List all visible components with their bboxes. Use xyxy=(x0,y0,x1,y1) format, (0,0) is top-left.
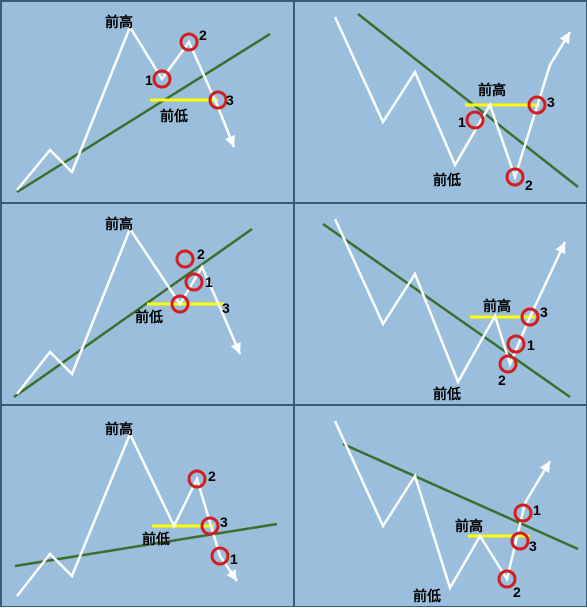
point-number: 2 xyxy=(513,584,521,600)
point-number: 2 xyxy=(498,372,506,388)
point-number: 1 xyxy=(458,114,466,130)
point-number: 3 xyxy=(222,300,230,316)
point-number: 2 xyxy=(525,177,533,193)
pattern-cell-4: 1 2 3 前高前低 xyxy=(1,405,294,607)
point-number: 1 xyxy=(527,337,535,353)
point-number: 1 xyxy=(533,502,541,518)
point-number: 3 xyxy=(226,92,234,108)
pattern-cell-2: 312 前高前低 xyxy=(1,203,294,405)
prev_low-label: 前低 xyxy=(135,307,163,327)
prev_low-label: 前低 xyxy=(433,384,461,404)
prev_low-label: 前低 xyxy=(142,529,170,549)
prev_high-label: 前高 xyxy=(105,12,133,32)
prev_low-label: 前低 xyxy=(413,586,441,606)
point-number: 3 xyxy=(547,94,555,110)
prev_high-label: 前高 xyxy=(483,296,511,316)
point-number: 3 xyxy=(220,514,228,530)
diagram-grid: 123前高前低123前高前低312前高前低123前高前低123前高前低123前高… xyxy=(0,0,587,607)
cell-svg xyxy=(2,204,295,406)
point-number: 3 xyxy=(540,304,548,320)
cell-svg xyxy=(2,406,295,608)
point-number: 1 xyxy=(205,274,213,290)
prev_low-label: 前低 xyxy=(160,106,188,126)
point-number: 2 xyxy=(199,27,207,43)
point-number: 3 xyxy=(529,538,537,554)
point-number: 2 xyxy=(208,468,216,484)
cell-svg xyxy=(2,2,295,204)
pattern-cell-3: 1 2 3 前高前低 xyxy=(294,203,587,405)
cell-svg xyxy=(295,406,587,608)
prev_high-label: 前高 xyxy=(105,419,133,439)
prev_high-label: 前高 xyxy=(105,214,133,234)
pattern-cell-0: 1 2 3 前高前低 xyxy=(1,1,294,203)
prev_low-label: 前低 xyxy=(433,170,461,190)
point-number: 2 xyxy=(197,246,205,262)
prev_high-label: 前高 xyxy=(478,80,506,100)
pattern-cell-1: 1 2 3 前高前低 xyxy=(294,1,587,203)
prev_high-label: 前高 xyxy=(455,516,483,536)
pattern-cell-5: 1 2 3 前高前低 xyxy=(294,405,587,607)
point-number: 1 xyxy=(230,551,238,567)
point-number: 1 xyxy=(145,72,153,88)
